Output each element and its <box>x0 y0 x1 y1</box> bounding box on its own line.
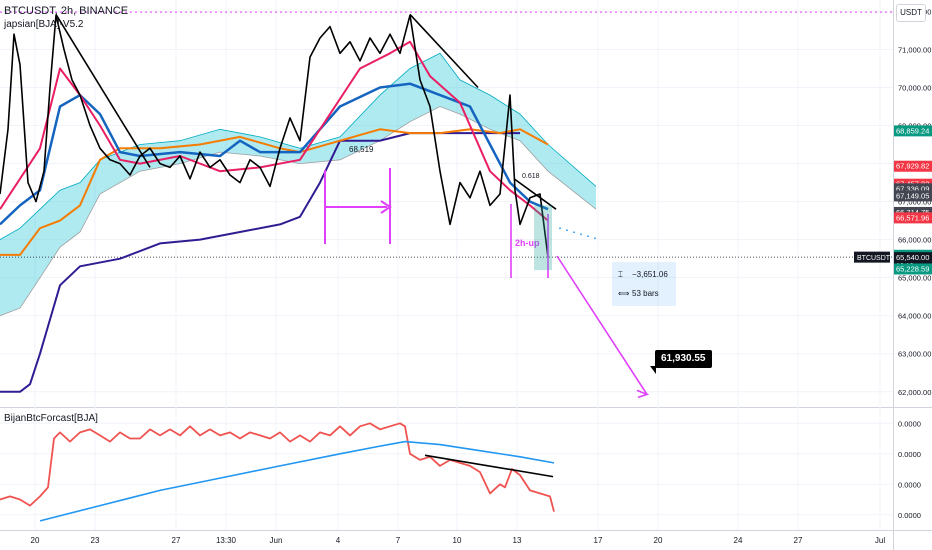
time-tick-label: Jun <box>270 536 283 545</box>
projection-dot <box>573 231 575 234</box>
time-tick-label: 27 <box>172 536 181 545</box>
price-tag <box>894 190 932 202</box>
sub-trendline <box>424 454 554 478</box>
measure-tool-box[interactable]: ⌶ −3,651.06 ⟺ 53 bars <box>612 262 676 306</box>
forecast-series-line <box>0 422 555 512</box>
pink-series-line <box>0 40 549 222</box>
price-tick-label: 70,000.00 <box>898 83 931 92</box>
price-tick-label: 63,000.00 <box>898 350 931 359</box>
cloud-bottom-line <box>0 106 597 317</box>
price-tick-label: 65,000.00 <box>898 274 931 283</box>
price-tag-label: 67,336.09 <box>896 184 929 193</box>
price-tag <box>894 125 932 137</box>
target-price-label[interactable]: 61,930.55 <box>655 350 712 368</box>
bars-range-icon: ⟺ <box>618 289 630 298</box>
time-tick-label: 13:30 <box>216 536 237 545</box>
price-axis: 72,000.0071,000.0070,000.0069,000.0068,0… <box>854 7 932 520</box>
symbol-title[interactable]: BTCUSDT, 2h, BINANCE <box>4 5 129 17</box>
time-tick-label: 4 <box>336 536 341 545</box>
price-tag-label: 66,571.96 <box>896 213 929 222</box>
measure-price: −3,651.06 <box>632 270 668 279</box>
symbol-tag-label: BTCUSDT <box>857 255 891 262</box>
projection-dot <box>559 227 561 230</box>
price-tag <box>894 160 932 172</box>
symbol-tag <box>854 251 890 263</box>
price-series-line <box>0 14 549 258</box>
target-label-pointer <box>650 366 656 374</box>
trendline <box>409 13 479 89</box>
projection-dot <box>580 233 582 236</box>
trendline <box>513 178 557 210</box>
fib-label: 0.618 <box>522 173 540 180</box>
price-tick-label: 71,000.00 <box>898 45 931 54</box>
currency-button[interactable]: USDT <box>896 4 926 22</box>
range-label: 2h-up <box>515 238 540 248</box>
baseline-series-line <box>0 132 520 393</box>
price-tick-label: 64,000.00 <box>898 312 931 321</box>
range-arrow-head <box>380 200 392 214</box>
indicator-title[interactable]: japsian[BJA]-V5.2 <box>4 19 84 30</box>
measure-bars: 53 bars <box>632 289 659 298</box>
sub-tick-label: 0.0000 <box>898 419 921 428</box>
time-tick-label: Jul <box>875 536 885 545</box>
time-axis: 20 23 27 13:30 Jun 4 7 10 13 17 20 24 27 Jul <box>31 536 886 545</box>
blue-series-line <box>0 82 549 226</box>
cloud-top-line <box>0 52 597 240</box>
price-tag <box>894 183 932 195</box>
price-tick-label: 67,000.00 <box>898 198 931 207</box>
price-tag-label: 67,929.82 <box>896 162 929 171</box>
time-tick-label: 24 <box>734 536 743 545</box>
time-tick-label: 13 <box>513 536 522 545</box>
projection-dot <box>566 229 568 232</box>
projection-zone <box>534 205 552 271</box>
price-range-icon: ⌶ <box>618 270 623 279</box>
target-arrow-head <box>636 389 650 399</box>
forecast-avg-series-line <box>39 440 555 522</box>
price-tag <box>894 212 932 224</box>
sub-indicator-title[interactable]: BijanBtcForcast[BJA] <box>4 413 98 424</box>
time-tick-label: 7 <box>396 536 401 545</box>
time-tick-label: 17 <box>594 536 603 545</box>
target-arrow <box>556 255 648 395</box>
main-pane: 2h-up 68,519 0.618 <box>0 11 893 399</box>
measure-price-row: ⌶ −3,651.06 <box>618 270 668 280</box>
measure-bars-row: ⟺ 53 bars <box>618 289 659 298</box>
price-tick-label: 66,000.00 <box>898 236 931 245</box>
price-tick-label: 62,000.00 <box>898 388 931 397</box>
time-tick-label: 23 <box>91 536 100 545</box>
projection-dot <box>587 235 589 238</box>
price-tag-label: 68,859.24 <box>896 126 929 135</box>
price-tag-label: 65,228.59 <box>896 264 929 273</box>
time-tick-label: 27 <box>794 536 803 545</box>
time-tick-label: 10 <box>453 536 462 545</box>
price-tag <box>894 263 932 275</box>
orange-series-line <box>0 128 549 256</box>
price-tag-label: 65,540.00 <box>896 253 929 262</box>
sub-tick-label: 0.0000 <box>898 511 921 520</box>
sub-tick-label: 0.0000 <box>898 480 921 489</box>
sub-tick-label: 0.0000 <box>898 450 921 459</box>
time-tick-label: 20 <box>31 536 40 545</box>
time-tick-label: 20 <box>654 536 663 545</box>
trendline <box>55 14 151 168</box>
projection-dot <box>594 237 596 240</box>
price-tag-label: 67,149.05 <box>896 191 929 200</box>
fib-label: 68,519 <box>349 145 374 154</box>
sub-pane <box>0 422 555 522</box>
